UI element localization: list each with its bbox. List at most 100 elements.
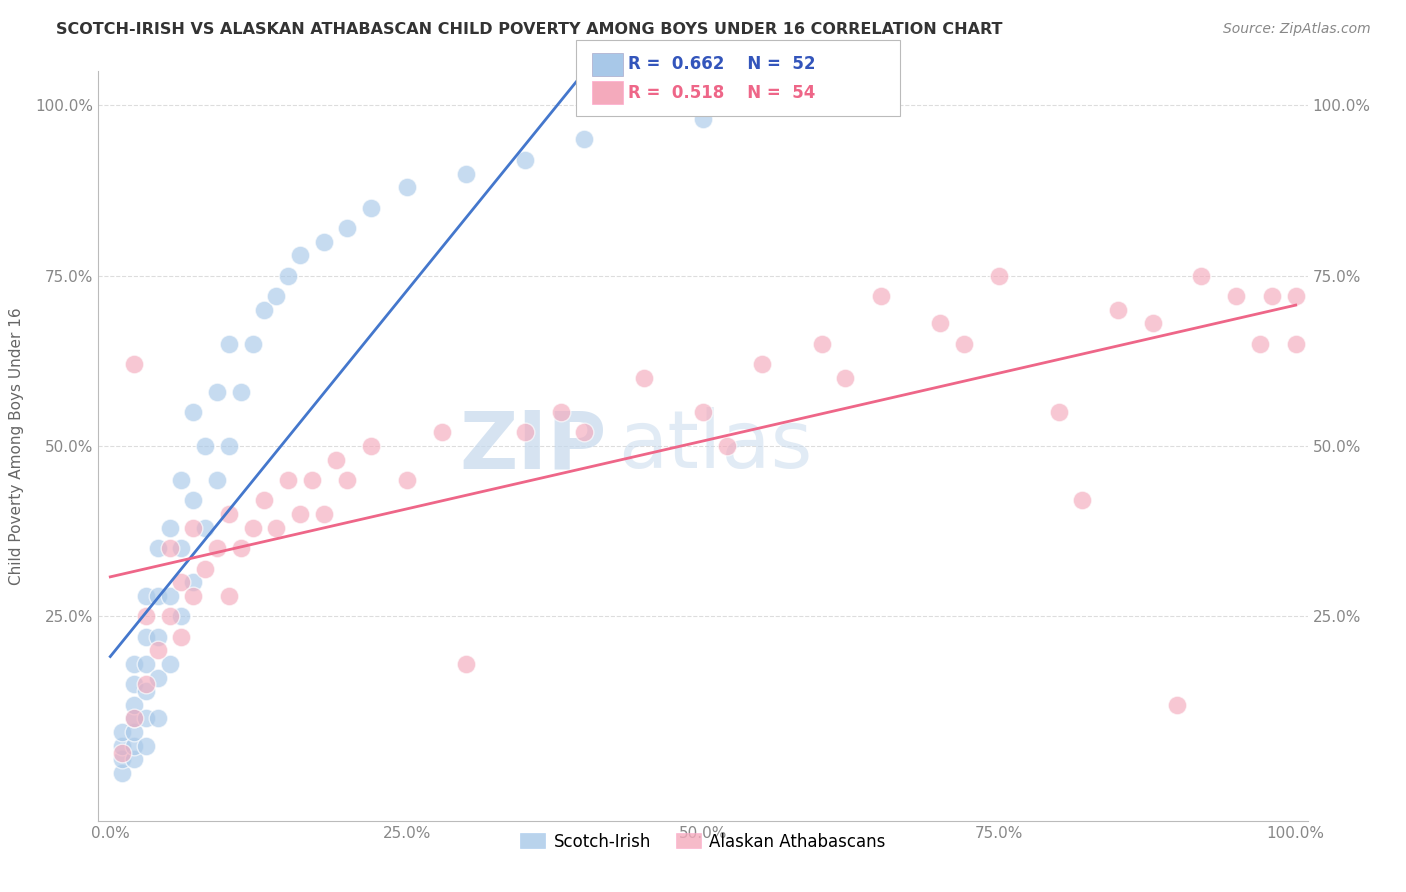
Point: [181, 405, 204, 419]
Point: [574, 425, 596, 440]
Point: [395, 180, 418, 194]
Point: [146, 541, 169, 556]
Point: [122, 677, 145, 691]
Point: [751, 98, 773, 112]
Y-axis label: Child Poverty Among Boys Under 16: Child Poverty Among Boys Under 16: [10, 307, 24, 585]
Point: [360, 439, 382, 453]
Point: [146, 643, 169, 657]
Point: [194, 439, 217, 453]
Point: [242, 521, 264, 535]
Point: [170, 541, 193, 556]
Point: [111, 725, 134, 739]
Text: Source: ZipAtlas.com: Source: ZipAtlas.com: [1223, 22, 1371, 37]
Point: [692, 112, 714, 126]
Point: [135, 677, 157, 691]
Point: [218, 589, 240, 603]
Point: [277, 268, 299, 283]
Point: [432, 425, 454, 440]
Point: [952, 336, 974, 351]
Point: [229, 384, 252, 399]
Point: [122, 739, 145, 753]
Text: ZIP: ZIP: [458, 407, 606, 485]
Text: R =  0.518    N =  54: R = 0.518 N = 54: [628, 84, 815, 102]
Point: [312, 507, 335, 521]
Point: [288, 248, 311, 262]
Point: [111, 752, 134, 766]
Point: [253, 493, 276, 508]
Point: [122, 698, 145, 712]
Point: [135, 630, 157, 644]
Point: [146, 711, 169, 725]
Point: [111, 746, 134, 760]
Point: [159, 521, 181, 535]
Point: [312, 235, 335, 249]
Point: [1249, 336, 1271, 351]
Point: [194, 561, 217, 575]
Point: [159, 657, 181, 671]
Point: [135, 739, 157, 753]
Point: [929, 317, 952, 331]
Legend: Scotch-Irish, Alaskan Athabascans: Scotch-Irish, Alaskan Athabascans: [513, 826, 893, 857]
Point: [146, 630, 169, 644]
Point: [111, 739, 134, 753]
Point: [205, 541, 228, 556]
Point: [181, 493, 204, 508]
Point: [454, 167, 477, 181]
Point: [834, 371, 856, 385]
Point: [1071, 493, 1094, 508]
Point: [135, 589, 157, 603]
Text: SCOTCH-IRISH VS ALASKAN ATHABASCAN CHILD POVERTY AMONG BOYS UNDER 16 CORRELATION: SCOTCH-IRISH VS ALASKAN ATHABASCAN CHILD…: [56, 22, 1002, 37]
Point: [159, 541, 181, 556]
Point: [111, 766, 134, 780]
Text: atlas: atlas: [619, 407, 813, 485]
Point: [181, 589, 204, 603]
Point: [1166, 698, 1188, 712]
Point: [869, 289, 891, 303]
Text: R =  0.662    N =  52: R = 0.662 N = 52: [628, 55, 815, 73]
Point: [1047, 405, 1070, 419]
Point: [122, 357, 145, 371]
Point: [633, 371, 655, 385]
Point: [1107, 302, 1129, 317]
Point: [170, 473, 193, 487]
Point: [515, 153, 537, 167]
Point: [454, 657, 477, 671]
Point: [122, 752, 145, 766]
Point: [229, 541, 252, 556]
Point: [170, 575, 193, 590]
Point: [122, 711, 145, 725]
Point: [336, 221, 359, 235]
Point: [181, 521, 204, 535]
Point: [170, 609, 193, 624]
Point: [301, 473, 323, 487]
Point: [550, 405, 572, 419]
Point: [135, 609, 157, 624]
Point: [135, 657, 157, 671]
Point: [515, 425, 537, 440]
Point: [135, 684, 157, 698]
Point: [277, 473, 299, 487]
Point: [122, 711, 145, 725]
Point: [325, 452, 347, 467]
Point: [574, 132, 596, 146]
Point: [395, 473, 418, 487]
Point: [288, 507, 311, 521]
Point: [242, 336, 264, 351]
Point: [194, 521, 217, 535]
Point: [122, 725, 145, 739]
Point: [218, 507, 240, 521]
Point: [716, 439, 738, 453]
Point: [146, 671, 169, 685]
Point: [810, 336, 832, 351]
Point: [1225, 289, 1247, 303]
Point: [1142, 317, 1164, 331]
Point: [1189, 268, 1212, 283]
Point: [159, 589, 181, 603]
Point: [218, 439, 240, 453]
Point: [159, 609, 181, 624]
Point: [264, 289, 287, 303]
Point: [692, 405, 714, 419]
Point: [1285, 289, 1308, 303]
Point: [751, 357, 773, 371]
Point: [146, 589, 169, 603]
